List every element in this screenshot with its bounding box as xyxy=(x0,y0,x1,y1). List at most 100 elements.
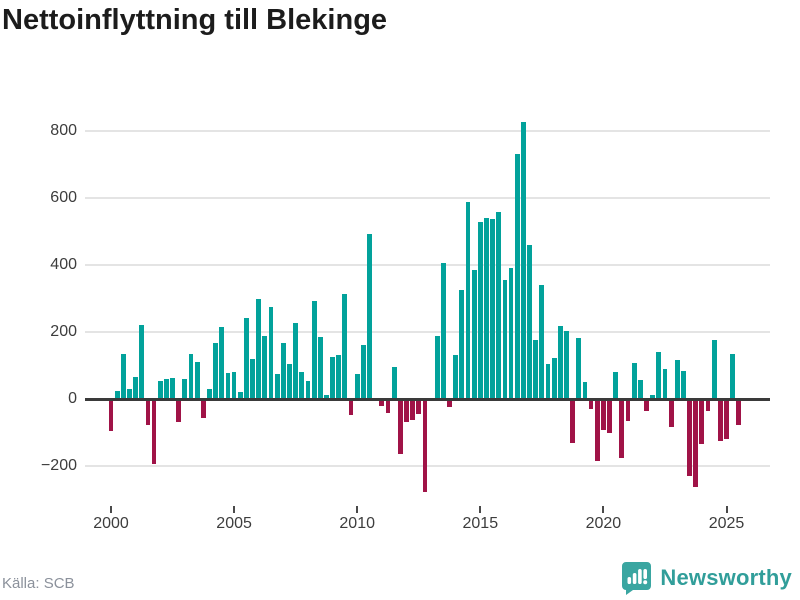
bar-positive xyxy=(305,380,311,399)
bar-negative xyxy=(601,400,606,430)
bar-positive xyxy=(133,376,139,399)
bar-negative xyxy=(404,400,409,422)
y-axis-tick-label: 200 xyxy=(50,323,77,341)
bar-positive xyxy=(250,359,255,399)
bar-positive xyxy=(453,355,459,399)
bar-positive xyxy=(582,382,588,399)
x-axis-tick-mark xyxy=(110,506,112,513)
bar-positive xyxy=(299,371,305,399)
bar-positive xyxy=(656,351,662,399)
bar-negative xyxy=(588,400,594,409)
bar-negative xyxy=(385,400,391,414)
bar-positive xyxy=(674,359,680,399)
x-axis-tick-label: 2015 xyxy=(462,515,499,532)
bar-negative xyxy=(717,400,723,441)
bar-positive xyxy=(274,374,280,399)
gridline xyxy=(85,130,770,133)
bar-positive xyxy=(188,353,194,399)
bar-negative xyxy=(644,400,649,411)
x-axis-tick-mark xyxy=(602,506,605,513)
bar-positive xyxy=(225,372,231,399)
bar-negative xyxy=(108,400,114,431)
bar-positive xyxy=(213,343,219,399)
bar-negative xyxy=(736,400,742,425)
bar-positive xyxy=(139,324,145,399)
bar-positive xyxy=(157,380,163,399)
gridline xyxy=(85,197,770,200)
bar-positive xyxy=(262,336,268,399)
bar-positive xyxy=(520,122,526,399)
bar-positive xyxy=(631,363,637,399)
bar-positive xyxy=(650,394,656,399)
bar-positive xyxy=(367,234,372,399)
bar-positive xyxy=(711,339,717,399)
bar-positive xyxy=(324,394,329,399)
x-axis-tick-label: 2000 xyxy=(93,515,129,532)
bar-positive xyxy=(637,380,643,399)
bar-positive xyxy=(662,369,668,399)
gridline xyxy=(85,264,770,267)
bar-positive xyxy=(681,370,686,399)
bar-positive xyxy=(268,307,274,399)
bar-positive xyxy=(539,284,545,399)
bar-positive xyxy=(551,357,557,399)
bar-positive xyxy=(219,326,225,399)
bar-positive xyxy=(502,280,508,399)
bar-positive xyxy=(477,221,483,399)
bar-positive xyxy=(465,202,471,399)
y-axis-tick-label: 400 xyxy=(50,256,77,274)
bar-negative xyxy=(570,400,576,443)
bar-positive xyxy=(127,389,132,399)
bar-positive xyxy=(317,337,323,399)
bar-positive xyxy=(440,262,446,399)
bar-negative xyxy=(416,400,422,414)
gridline xyxy=(85,331,770,334)
bar-positive xyxy=(182,378,188,399)
bar-negative xyxy=(607,400,612,433)
bar-negative xyxy=(668,400,674,427)
bar-positive xyxy=(293,322,299,399)
bar-positive xyxy=(391,367,397,399)
bar-positive xyxy=(527,245,532,399)
x-axis-tick-label: 2005 xyxy=(216,515,252,532)
newsworthy-wordmark: Newsworthy xyxy=(660,565,792,590)
chart-title: Nettoinflyttning till Blekinge xyxy=(2,4,388,36)
bar-positive xyxy=(120,353,126,399)
bar-negative xyxy=(619,400,625,459)
bar-negative xyxy=(693,400,699,488)
bar-negative xyxy=(379,400,385,406)
bar-positive xyxy=(330,357,335,399)
newsworthy-logo[interactable]: Newsworthy xyxy=(621,561,792,595)
bar-negative xyxy=(397,400,403,455)
bar-negative xyxy=(625,400,631,421)
y-axis-tick-label: 800 xyxy=(50,122,77,140)
bar-negative xyxy=(447,400,452,407)
bar-positive xyxy=(514,154,520,399)
bar-positive xyxy=(231,372,237,399)
bar-positive xyxy=(496,211,502,399)
bar-positive xyxy=(459,289,465,399)
bar-positive xyxy=(194,361,200,399)
y-axis-tick-label: 0 xyxy=(68,390,77,407)
bar-negative xyxy=(705,400,711,411)
bar-negative xyxy=(348,400,354,415)
y-axis-tick-label: 600 xyxy=(50,189,77,207)
x-axis-tick-mark xyxy=(356,506,359,513)
bar-positive xyxy=(244,318,249,399)
bar-positive xyxy=(508,267,514,399)
bar-negative xyxy=(687,400,692,477)
bar-positive xyxy=(730,354,736,399)
bar-positive xyxy=(564,330,569,399)
bar-positive xyxy=(280,342,286,399)
bar-negative xyxy=(699,400,705,445)
bar-positive xyxy=(490,219,495,399)
bar-positive xyxy=(557,326,563,399)
bar-positive xyxy=(207,388,212,399)
source-label: Källa: SCB xyxy=(2,575,75,592)
bar-positive xyxy=(613,372,619,399)
bar-positive xyxy=(360,345,366,399)
bar-negative xyxy=(422,400,428,493)
x-axis-tick-label: 2025 xyxy=(708,515,745,532)
bar-positive xyxy=(336,354,342,399)
newsworthy-icon xyxy=(621,561,652,595)
